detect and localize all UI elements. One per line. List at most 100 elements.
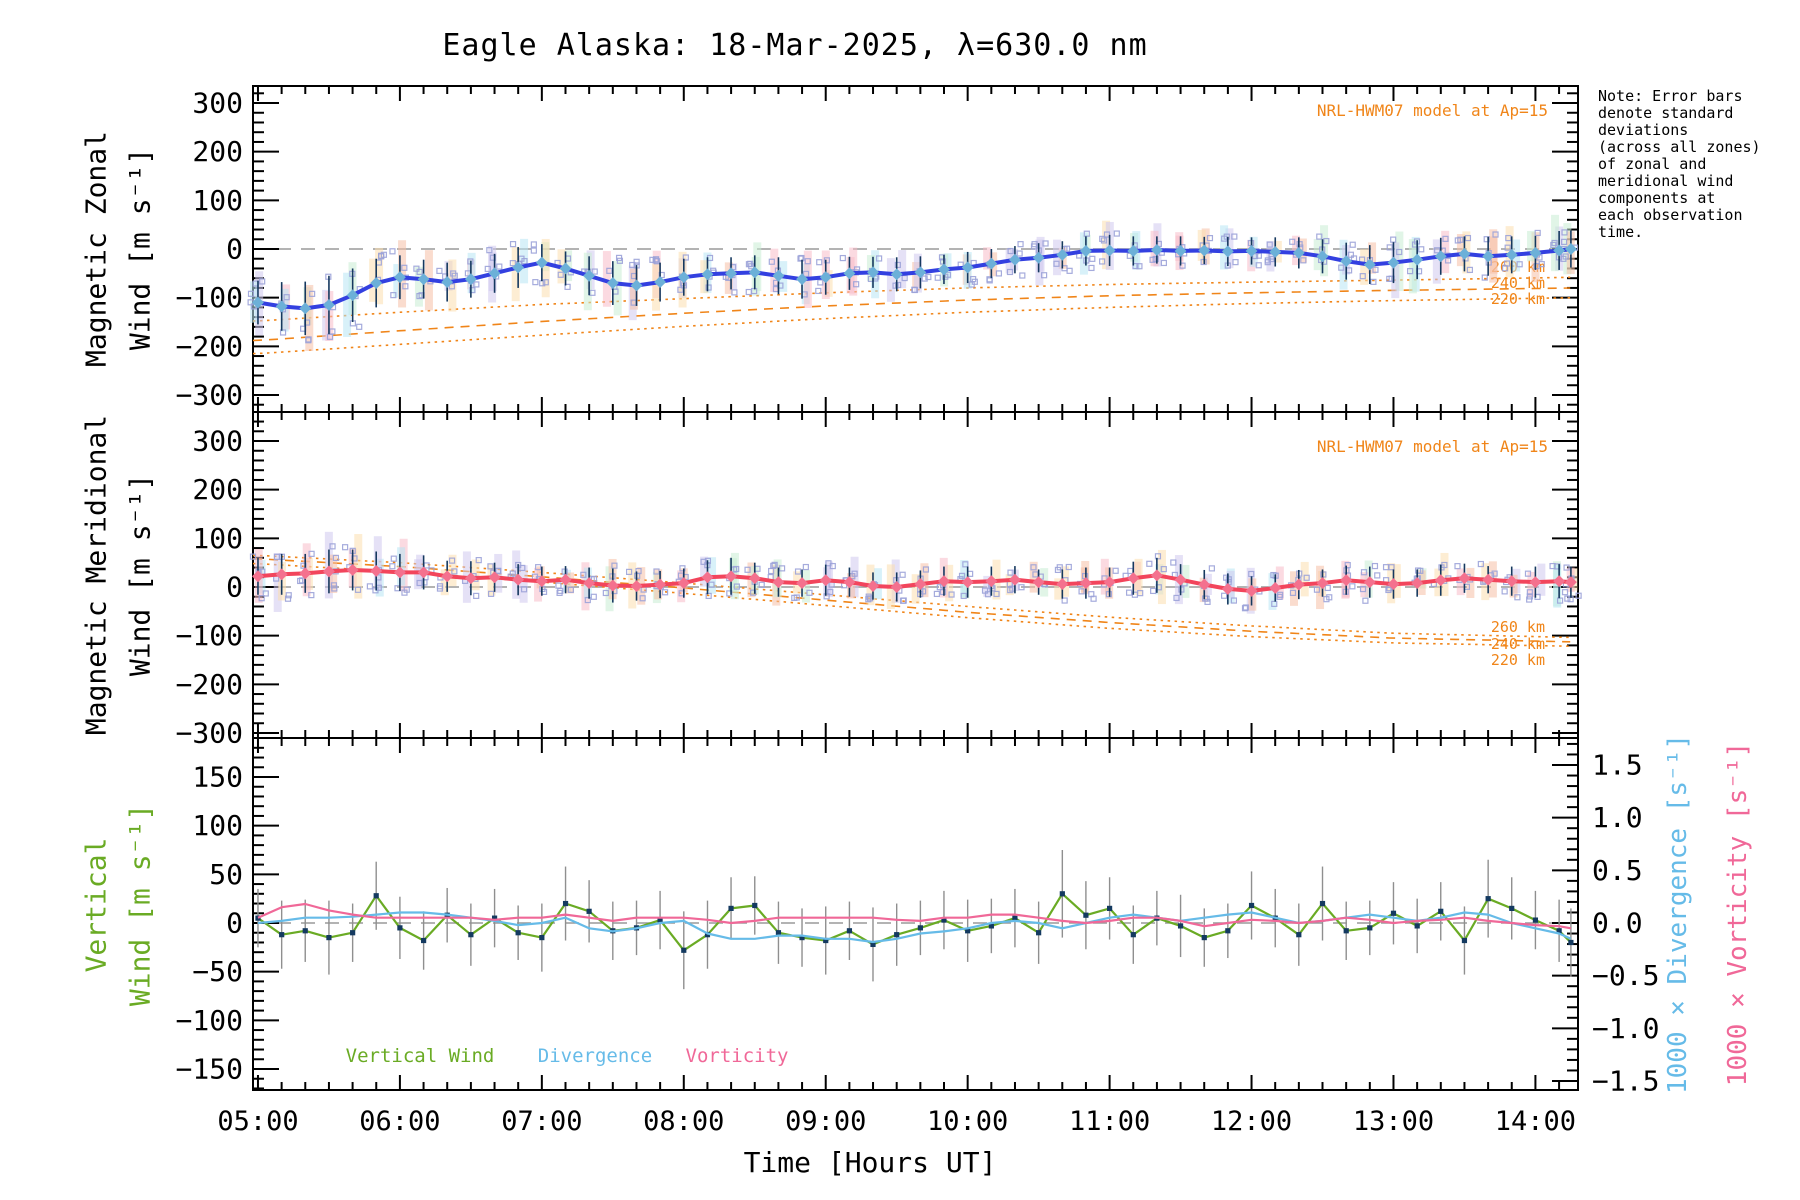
- scatter-square: [1088, 591, 1095, 598]
- data-marker: [1008, 253, 1021, 266]
- scatter-square: [496, 263, 503, 270]
- scatter-square: [308, 550, 315, 557]
- vertical-wind-marker: [1107, 905, 1113, 912]
- data-marker: [654, 578, 667, 591]
- scatter-square: [993, 590, 1000, 598]
- x-tick-label: 10:00: [927, 1106, 1008, 1137]
- data-marker: [725, 570, 737, 583]
- scatter-bar: [414, 266, 423, 307]
- scatter-square: [487, 563, 494, 570]
- scatter-bar: [613, 260, 622, 316]
- scatter-square: [451, 568, 458, 575]
- scatter-square: [1560, 255, 1567, 262]
- scatter-square: [1264, 257, 1271, 264]
- vertical-wind-marker: [255, 915, 261, 921]
- y-tick-label-right: 1.5: [1592, 749, 1643, 782]
- y-tick-label: 100: [192, 809, 243, 842]
- vertical-wind-marker: [515, 930, 521, 936]
- scatter-square: [1100, 237, 1108, 244]
- scatter-bar: [1527, 571, 1536, 598]
- scatter-square: [402, 283, 409, 290]
- data-marker: [393, 566, 406, 579]
- data-marker: [961, 576, 974, 589]
- y-tick-label: 200: [192, 473, 243, 506]
- scatter-square: [1385, 586, 1392, 594]
- scatter-square: [1242, 604, 1249, 611]
- scatter-square: [495, 567, 502, 575]
- scatter-square: [1252, 252, 1259, 260]
- scatter-square: [652, 257, 659, 264]
- scatter-square: [934, 274, 941, 281]
- scatter-square: [806, 589, 813, 596]
- vertical-wind-marker: [657, 917, 663, 923]
- scatter-square: [823, 593, 830, 600]
- scatter-square: [1338, 264, 1345, 271]
- scatter-square: [1441, 561, 1448, 569]
- scatter-square: [530, 241, 537, 248]
- altitude-label: 240 km: [1491, 635, 1545, 653]
- x-axis-title: Time [Hours UT]: [744, 1146, 997, 1179]
- vertical-wind-marker: [894, 932, 900, 938]
- scatter-bar: [280, 288, 289, 332]
- data-marker: [1056, 248, 1069, 261]
- data-marker: [583, 269, 596, 282]
- scatter-bar: [448, 554, 457, 587]
- scatter-square: [677, 286, 684, 293]
- scatter-bar: [920, 563, 929, 598]
- scatter-square: [273, 553, 281, 560]
- scatter-square: [602, 589, 609, 597]
- scatter-square: [823, 257, 830, 264]
- scatter-square: [259, 278, 266, 285]
- vertical-wind-marker: [917, 925, 923, 931]
- x-tick-label: 11:00: [1069, 1106, 1150, 1137]
- vertical-wind-marker: [1438, 908, 1444, 914]
- y-tick-label: −100: [176, 1004, 243, 1037]
- data-marker: [1529, 576, 1542, 589]
- vertical-wind-marker: [326, 934, 332, 941]
- scatter-square: [1206, 234, 1214, 242]
- scatter-square: [1533, 263, 1540, 270]
- scatter-square: [791, 594, 798, 601]
- legend-item: Divergence: [538, 1045, 652, 1067]
- scatter-square: [804, 258, 811, 265]
- scatter-square: [1266, 241, 1273, 248]
- scatter-square: [1125, 589, 1133, 596]
- scatter-square: [557, 271, 564, 278]
- y-tick-label-right: −1.5: [1592, 1064, 1659, 1097]
- scatter-square: [262, 590, 269, 597]
- scatter-square: [1396, 248, 1403, 256]
- scatter-square: [519, 564, 526, 572]
- scatter-square: [731, 289, 738, 296]
- data-marker: [1032, 576, 1045, 589]
- scatter-square: [564, 283, 571, 290]
- scatter-square: [1526, 596, 1533, 603]
- data-marker: [748, 572, 761, 585]
- scatter-square: [1386, 244, 1393, 251]
- vertical-wind-line: [257, 892, 1572, 952]
- scatter-bar: [519, 565, 528, 603]
- scatter-square: [922, 566, 930, 573]
- data-marker: [299, 302, 312, 315]
- scatter-square: [589, 289, 596, 296]
- vertical-wind-marker: [1390, 910, 1397, 916]
- scatter-bar: [1197, 229, 1206, 261]
- y-tick-label: −100: [176, 619, 243, 652]
- scatter-bar: [1268, 573, 1277, 610]
- scatter-square: [1066, 267, 1073, 274]
- scatter-square: [1560, 238, 1568, 245]
- model-line-240km: [252, 558, 1571, 643]
- scatter-square: [1514, 594, 1521, 601]
- scatter-square: [745, 288, 752, 296]
- scatter-square: [1030, 243, 1038, 250]
- ylabel-divergence: 1000 × Divergence [s⁻¹]: [1663, 734, 1693, 1094]
- x-tick-label: 05:00: [217, 1106, 298, 1137]
- scatter-square: [933, 590, 940, 598]
- scatter-square: [1088, 264, 1095, 272]
- scatter-square: [892, 282, 899, 289]
- vertical-wind-marker: [1130, 932, 1136, 938]
- data-marker: [441, 276, 454, 289]
- scatter-square: [436, 267, 443, 275]
- data-marker: [914, 578, 927, 591]
- data-marker: [819, 271, 832, 284]
